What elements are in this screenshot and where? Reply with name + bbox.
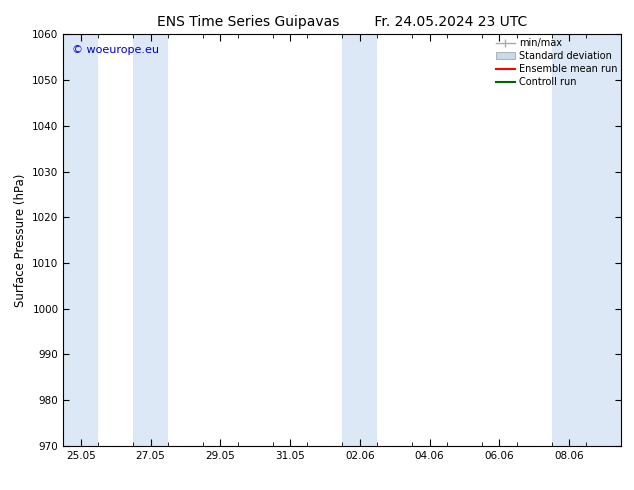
Title: ENS Time Series Guipavas        Fr. 24.05.2024 23 UTC: ENS Time Series Guipavas Fr. 24.05.2024 …: [157, 15, 527, 29]
Bar: [342, 34, 377, 446]
Text: © woeurope.eu: © woeurope.eu: [72, 45, 158, 54]
Bar: [133, 34, 168, 446]
Legend: min/max, Standard deviation, Ensemble mean run, Controll run: min/max, Standard deviation, Ensemble me…: [494, 36, 619, 89]
Bar: [552, 34, 586, 446]
Bar: [63, 34, 98, 446]
Y-axis label: Surface Pressure (hPa): Surface Pressure (hPa): [14, 173, 27, 307]
Bar: [586, 34, 621, 446]
